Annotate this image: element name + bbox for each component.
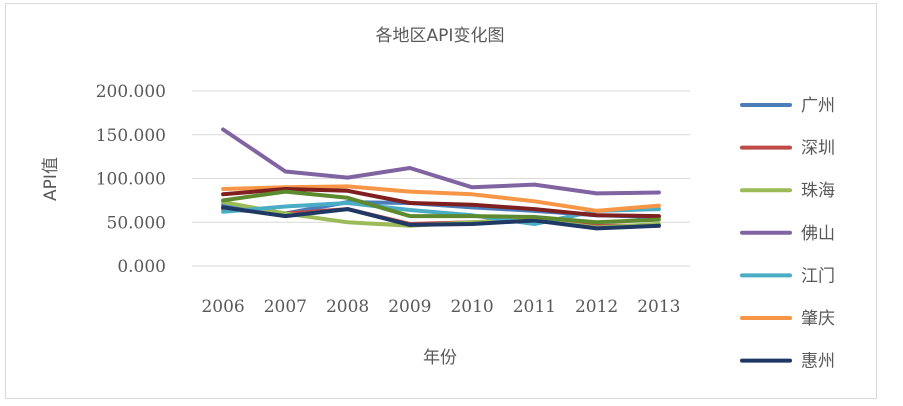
- x-tick-label: 2013: [637, 297, 680, 317]
- series-line: [221, 127, 661, 196]
- y-tick-label: 100.000: [96, 170, 166, 190]
- y-axis-ticks: 0.000 50.000 100.000 150.000 200.000: [96, 82, 166, 277]
- legend-label: 惠州: [801, 352, 835, 372]
- x-tick-label: 2012: [575, 297, 618, 317]
- y-tick-label: 150.000: [96, 126, 166, 146]
- x-axis-ticks: 2006 2007 2008 2009 2010 2011 2012 2013: [201, 297, 680, 317]
- y-axis-title: API值: [41, 157, 61, 201]
- x-tick-label: 2006: [201, 297, 244, 317]
- x-tick-label: 2008: [326, 297, 369, 317]
- y-tick-label: 0.000: [117, 257, 166, 277]
- series-line: [221, 205, 661, 231]
- series-line: [221, 184, 661, 213]
- y-tick-label: 50.000: [107, 213, 166, 233]
- x-axis-title: 年份: [423, 348, 457, 368]
- x-tick-label: 2011: [513, 297, 556, 317]
- series-line: [221, 189, 661, 225]
- chart-title: 各地区API变化图: [376, 26, 505, 46]
- legend-label: 肇庆: [801, 309, 835, 329]
- legend-label: 深圳: [801, 139, 835, 159]
- legend-label: 佛山: [801, 224, 835, 244]
- x-tick-label: 2009: [388, 297, 431, 317]
- legend-label: 江门: [801, 266, 835, 286]
- series-line: [221, 187, 661, 219]
- legend-label: 珠海: [801, 181, 835, 201]
- chart-frame: [5, 3, 877, 399]
- series-lines: [221, 127, 661, 231]
- legend-label: 广州: [801, 96, 835, 116]
- x-tick-label: 2010: [450, 297, 493, 317]
- y-tick-label: 200.000: [96, 82, 166, 102]
- x-tick-label: 2007: [264, 297, 307, 317]
